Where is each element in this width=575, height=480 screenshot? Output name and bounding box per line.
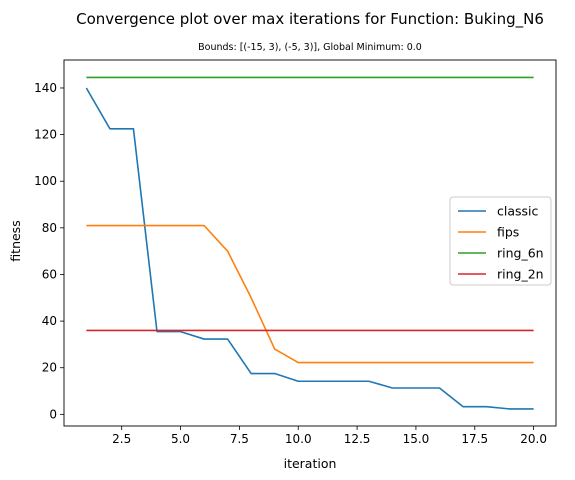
x-tick-label: 2.5 <box>112 432 131 446</box>
x-tick-label: 20.0 <box>520 432 547 446</box>
legend-box <box>449 196 552 286</box>
legend-label-classic: classic <box>497 204 539 219</box>
x-tick-label: 15.0 <box>403 432 430 446</box>
y-tick-label: 140 <box>34 81 57 95</box>
plot-area: 2.5 5.0 7.5 10.0 12.5 15.0 17.5 20.0 0 20 40 60 80 10… <box>34 59 557 446</box>
y-tick-label: 100 <box>34 174 57 188</box>
y-tick-label: 80 <box>42 221 57 235</box>
x-axis-label: iteration <box>284 456 337 471</box>
y-tick-label: 20 <box>42 361 57 375</box>
y-tick-label: 0 <box>49 407 57 421</box>
y-tick-label: 60 <box>42 267 57 281</box>
y-axis-label: fitness <box>8 220 23 261</box>
x-tick-label: 12.5 <box>344 432 371 446</box>
x-tick-label: 5.0 <box>171 432 190 446</box>
x-tick-label: 17.5 <box>461 432 488 446</box>
series-line-classic <box>85 87 534 410</box>
legend-label-fips: fips <box>497 225 519 240</box>
legend-label-ring_2n: ring_2n <box>497 267 544 282</box>
chart-title: Convergence plot over max iterations for… <box>76 10 544 29</box>
x-tick-label: 10.0 <box>285 432 312 446</box>
axes-frame <box>63 59 557 427</box>
y-tick-label: 40 <box>42 314 57 328</box>
series-line-fips <box>86 224 534 364</box>
y-tick-label: 120 <box>34 128 57 142</box>
chart-subtitle: Bounds: [(-15, 3), (-5, 3)], Global Mini… <box>198 42 422 53</box>
x-tick-label: 7.5 <box>230 432 249 446</box>
legend-label-ring_6n: ring_6n <box>497 246 544 261</box>
